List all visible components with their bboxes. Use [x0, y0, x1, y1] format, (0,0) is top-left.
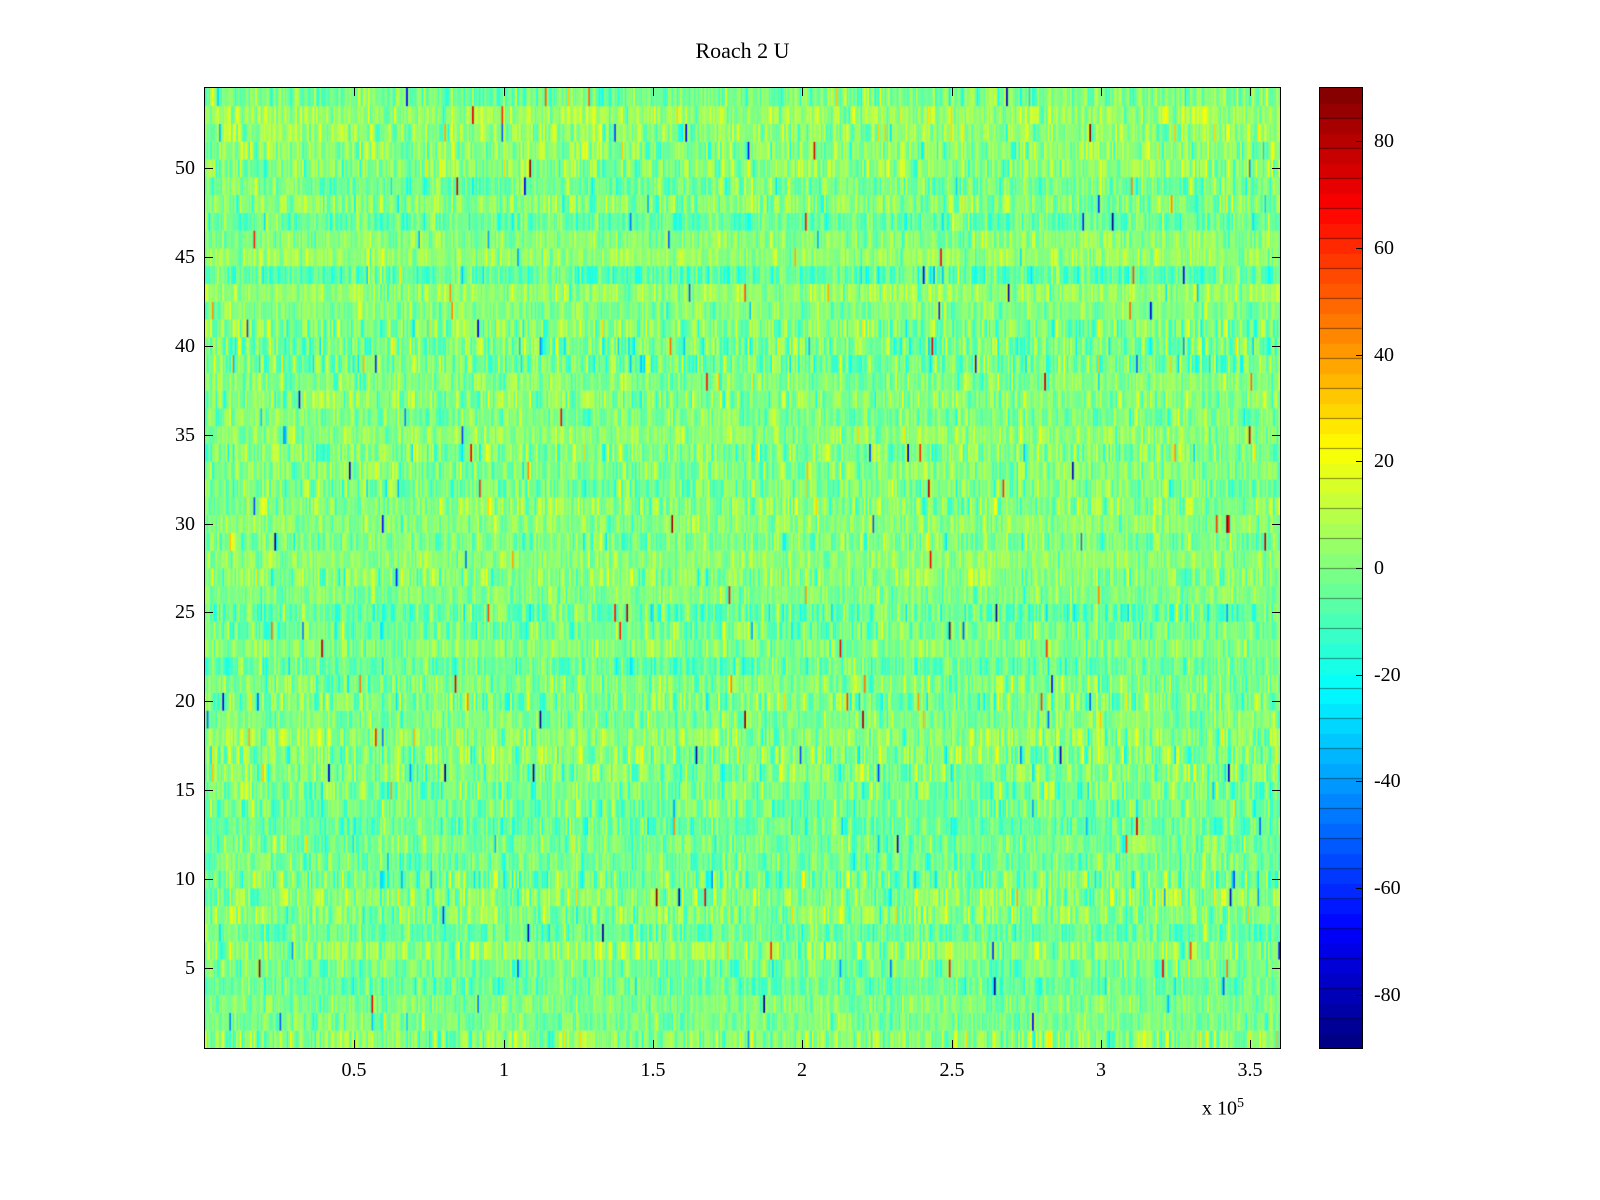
y-tick-label: 30 [175, 513, 195, 535]
y-tick-label: 40 [175, 335, 195, 357]
y-tick-mark-right [1272, 168, 1280, 169]
x-tick-mark-top [1250, 88, 1251, 96]
colorbar-tick-mark [1356, 995, 1362, 996]
colorbar-tick-label: 60 [1374, 237, 1394, 259]
colorbar-tick-mark [1356, 355, 1362, 356]
x-tick-label: 3 [1096, 1059, 1106, 1081]
x-tick-label: 2.5 [939, 1059, 965, 1081]
y-tick-label: 10 [175, 868, 195, 890]
y-tick-mark-left [205, 701, 213, 702]
colorbar-tick-label: 20 [1374, 450, 1394, 472]
y-tick-mark-right [1272, 790, 1280, 791]
colorbar-tick-label: 80 [1374, 130, 1394, 152]
x-tick-mark-bottom [952, 1040, 953, 1048]
x-tick-mark-top [504, 88, 505, 96]
y-tick-mark-left [205, 790, 213, 791]
chart-title: Roach 2 U [695, 38, 790, 63]
y-tick-mark-right [1272, 612, 1280, 613]
y-tick-label: 25 [175, 601, 195, 623]
x-tick-label: 0.5 [341, 1059, 367, 1081]
colorbar-tick-label: -60 [1374, 877, 1401, 899]
colorbar-tick-mark [1356, 675, 1362, 676]
x-axis-multiplier: x 105 [1202, 1096, 1244, 1121]
y-tick-mark-left [205, 879, 213, 880]
x-tick-label: 1 [499, 1059, 509, 1081]
x-tick-mark-bottom [354, 1040, 355, 1048]
heatmap-canvas [205, 88, 1280, 1048]
y-tick-mark-left [205, 435, 213, 436]
x-tick-mark-top [952, 88, 953, 96]
colorbar-tick-mark [1356, 568, 1362, 569]
x-tick-mark-top [354, 88, 355, 96]
y-tick-mark-left [205, 168, 213, 169]
colorbar-tick-label: -20 [1374, 664, 1401, 686]
colorbar-tick-label: -80 [1374, 984, 1401, 1006]
y-tick-mark-left [205, 612, 213, 613]
colorbar-tick-mark [1356, 888, 1362, 889]
y-tick-label: 15 [175, 779, 195, 801]
y-tick-mark-left [205, 346, 213, 347]
colorbar-tick-mark [1356, 248, 1362, 249]
y-tick-mark-right [1272, 346, 1280, 347]
x-axis-multiplier-base: x 10 [1202, 1097, 1237, 1120]
y-tick-mark-right [1272, 257, 1280, 258]
y-tick-mark-left [205, 968, 213, 969]
colorbar-canvas [1320, 88, 1362, 1048]
x-tick-mark-bottom [1250, 1040, 1251, 1048]
x-tick-mark-bottom [802, 1040, 803, 1048]
colorbar-tick-label: 40 [1374, 344, 1394, 366]
y-tick-mark-right [1272, 435, 1280, 436]
x-axis-multiplier-exponent: 5 [1237, 1096, 1244, 1111]
x-tick-mark-bottom [1101, 1040, 1102, 1048]
y-tick-mark-right [1272, 968, 1280, 969]
x-tick-mark-top [802, 88, 803, 96]
plot-frame [204, 87, 1281, 1049]
y-tick-label: 50 [175, 157, 195, 179]
x-tick-mark-top [653, 88, 654, 96]
colorbar-tick-mark [1356, 141, 1362, 142]
colorbar-tick-mark [1356, 781, 1362, 782]
y-tick-mark-right [1272, 701, 1280, 702]
y-tick-mark-right [1272, 879, 1280, 880]
y-tick-mark-right [1272, 524, 1280, 525]
y-tick-label: 45 [175, 246, 195, 268]
x-tick-mark-top [1101, 88, 1102, 96]
x-tick-mark-bottom [504, 1040, 505, 1048]
y-tick-label: 5 [185, 957, 195, 979]
colorbar-tick-mark [1356, 461, 1362, 462]
y-tick-label: 35 [175, 424, 195, 446]
colorbar-tick-label: -40 [1374, 770, 1401, 792]
y-tick-mark-left [205, 524, 213, 525]
x-tick-label: 3.5 [1237, 1059, 1263, 1081]
x-tick-mark-bottom [653, 1040, 654, 1048]
x-tick-label: 2 [797, 1059, 807, 1081]
y-tick-label: 20 [175, 690, 195, 712]
colorbar-frame [1319, 87, 1363, 1049]
x-tick-label: 1.5 [640, 1059, 666, 1081]
y-tick-mark-left [205, 257, 213, 258]
colorbar-tick-label: 0 [1374, 557, 1384, 579]
